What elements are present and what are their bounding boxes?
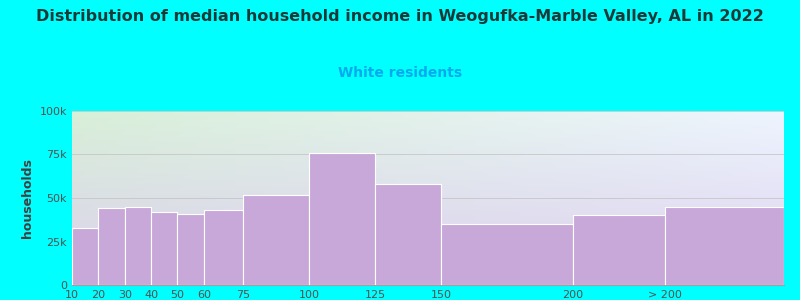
Bar bbox=[573, 215, 666, 285]
Bar bbox=[98, 208, 125, 285]
Text: Distribution of median household income in Weogufka-Marble Valley, AL in 2022: Distribution of median household income … bbox=[36, 9, 764, 24]
Bar bbox=[310, 153, 375, 285]
Bar bbox=[243, 194, 310, 285]
Bar bbox=[666, 207, 784, 285]
Bar bbox=[72, 228, 98, 285]
Bar bbox=[204, 210, 243, 285]
Bar bbox=[375, 184, 441, 285]
Y-axis label: households: households bbox=[21, 158, 34, 238]
Bar bbox=[441, 224, 573, 285]
Bar bbox=[151, 212, 178, 285]
Bar bbox=[125, 207, 151, 285]
Text: White residents: White residents bbox=[338, 66, 462, 80]
Bar bbox=[178, 214, 204, 285]
